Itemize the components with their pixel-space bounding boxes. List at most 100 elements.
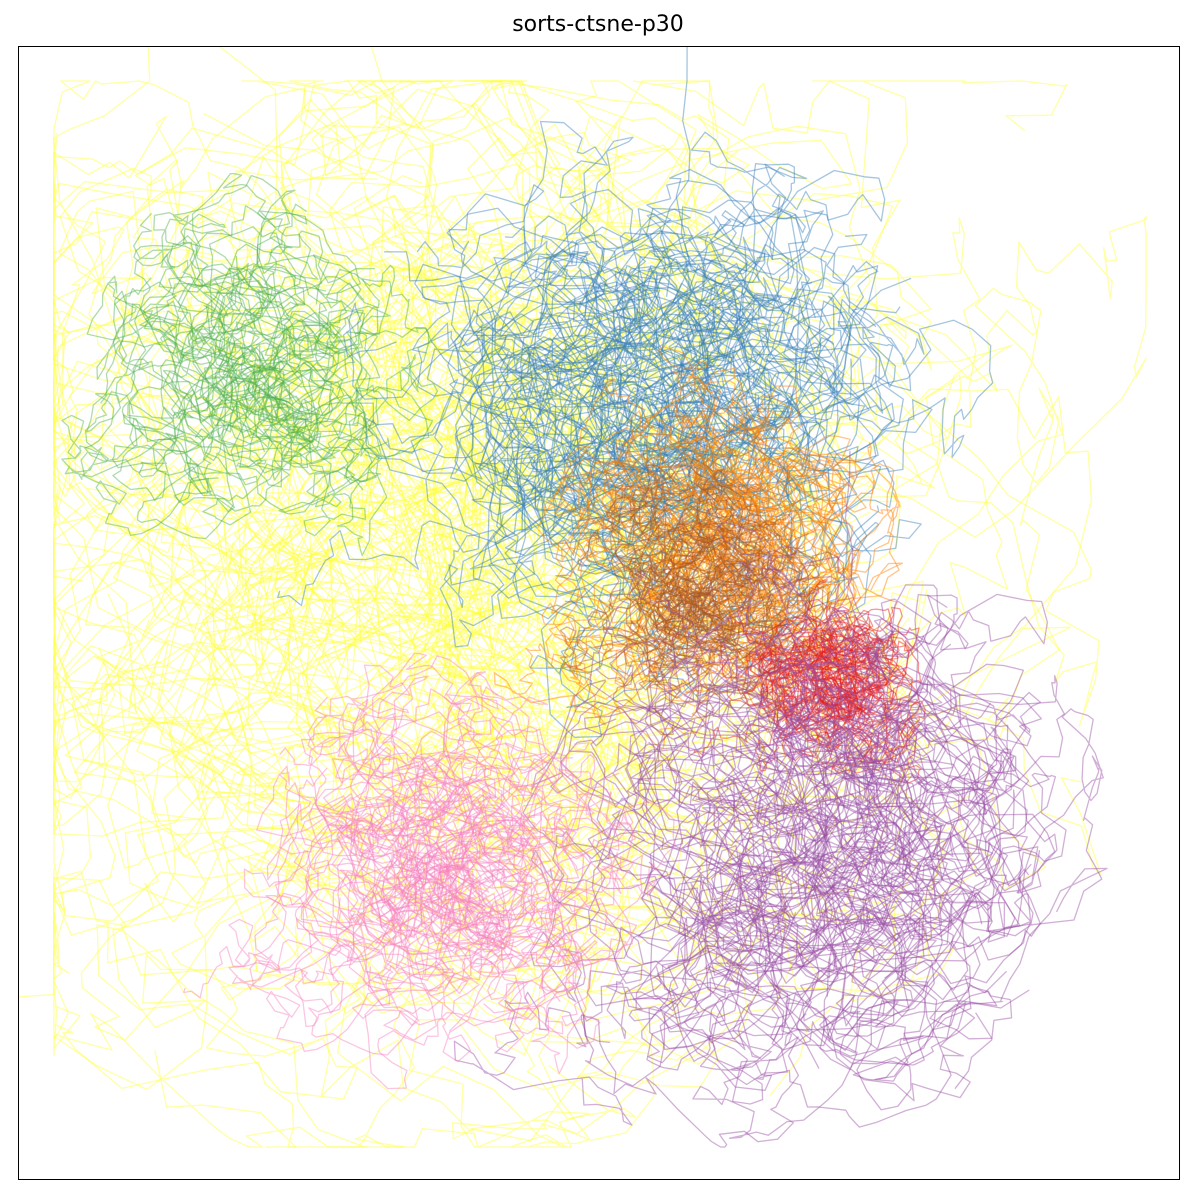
trajectory-line [151, 114, 1093, 876]
trajectory-line [736, 556, 924, 847]
trajectory-line [541, 465, 819, 673]
trajectory-line [349, 864, 609, 990]
trajectory-line [852, 593, 997, 962]
trajectory-line [144, 300, 439, 483]
trajectory-line [545, 708, 726, 1063]
trajectory-line [84, 264, 833, 687]
trajectory-line [220, 254, 379, 443]
trajectory-line [453, 991, 807, 1148]
trajectory-line [656, 700, 971, 1071]
trajectory-line [720, 385, 837, 590]
trajectory-line [86, 281, 200, 504]
trajectory-line [422, 686, 561, 946]
trajectory-line [53, 80, 918, 969]
trajectory-line [457, 217, 751, 536]
trajectory-line [112, 276, 391, 502]
trajectory-line [536, 455, 796, 699]
series-1 [61, 172, 439, 557]
trajectory-line [771, 663, 874, 760]
trajectory-line [517, 326, 880, 626]
trajectory-line [607, 459, 895, 707]
plot-area [18, 46, 1180, 1180]
trajectory-line [618, 546, 824, 675]
trajectory-line [548, 316, 882, 627]
trajectory-line [530, 809, 946, 1040]
trajectory-line [667, 564, 890, 1044]
trajectory-line [554, 474, 729, 621]
trajectory-line [365, 251, 790, 483]
trajectory-line [565, 415, 767, 605]
trajectory-line [670, 434, 855, 687]
trajectory-line [398, 742, 610, 890]
trajectory-line [790, 618, 891, 770]
trajectory-line [53, 326, 566, 822]
trajectory-line [228, 802, 420, 1027]
trajectory-line [180, 324, 381, 537]
trajectory-line [708, 683, 892, 977]
trajectory-line [279, 774, 536, 1028]
trajectory-line [374, 697, 550, 934]
trajectory-line [628, 699, 934, 1051]
trajectory-line [246, 252, 858, 1080]
trajectory-line [338, 815, 627, 962]
trajectory-line [756, 678, 1012, 942]
trajectory-line [603, 457, 794, 678]
trajectory-line [401, 765, 544, 965]
trajectory-line [503, 260, 893, 697]
trajectory-line [569, 188, 752, 663]
trajectory-line [540, 277, 933, 738]
trajectory-line [446, 199, 774, 360]
trajectory-line [739, 610, 952, 1040]
trajectory-line [348, 806, 598, 1013]
series-4 [559, 456, 846, 736]
trajectory-line [53, 156, 496, 634]
trajectory-line [453, 80, 929, 831]
trajectory-line [193, 243, 327, 438]
trajectory-line [527, 47, 886, 557]
trajectory-line [493, 643, 715, 749]
trajectory-line [454, 80, 844, 738]
series-2 [277, 47, 994, 738]
trajectory-line [195, 205, 291, 431]
trajectory-line [19, 297, 815, 998]
trajectory-line [53, 80, 730, 754]
trajectory-line [53, 210, 624, 814]
trajectory-line [208, 226, 381, 460]
trajectory-line [201, 210, 361, 425]
trajectory-line [545, 252, 729, 546]
trajectory-line [362, 863, 513, 978]
trajectory-line [555, 319, 994, 600]
trajectory-line [641, 805, 983, 1105]
trajectory-line [494, 246, 925, 529]
trajectory-line [666, 691, 1056, 1128]
trajectory-line [642, 562, 784, 712]
trajectory-line [648, 613, 1041, 923]
trajectory-line [568, 632, 889, 935]
trajectory-line [478, 374, 820, 674]
trajectory-line [159, 322, 1100, 842]
trajectory-line [761, 609, 872, 730]
trajectory-line [632, 774, 971, 1139]
trajectory-line [454, 309, 762, 538]
trajectory-line [541, 363, 866, 597]
trajectory-line [610, 456, 753, 668]
trajectory-line [641, 741, 888, 1064]
trajectory-line [582, 861, 1013, 1090]
trajectory-line [795, 646, 921, 764]
trajectory-line [699, 756, 971, 1055]
trajectory-line [531, 679, 994, 976]
trajectory-line [142, 278, 430, 526]
trajectory-line [307, 652, 530, 984]
trajectory-line [384, 80, 1147, 721]
trajectory-line [53, 264, 689, 872]
trajectory-line [522, 696, 936, 1086]
trajectory-line [183, 117, 809, 1016]
trajectory-line [560, 576, 1066, 873]
trajectory-line [652, 485, 765, 637]
trajectory-line [684, 163, 904, 507]
trajectory-line [53, 80, 981, 635]
trajectory-line [609, 630, 937, 791]
trajectory-line [274, 675, 550, 963]
trajectory-line [374, 801, 676, 995]
trajectory-line [658, 345, 851, 574]
